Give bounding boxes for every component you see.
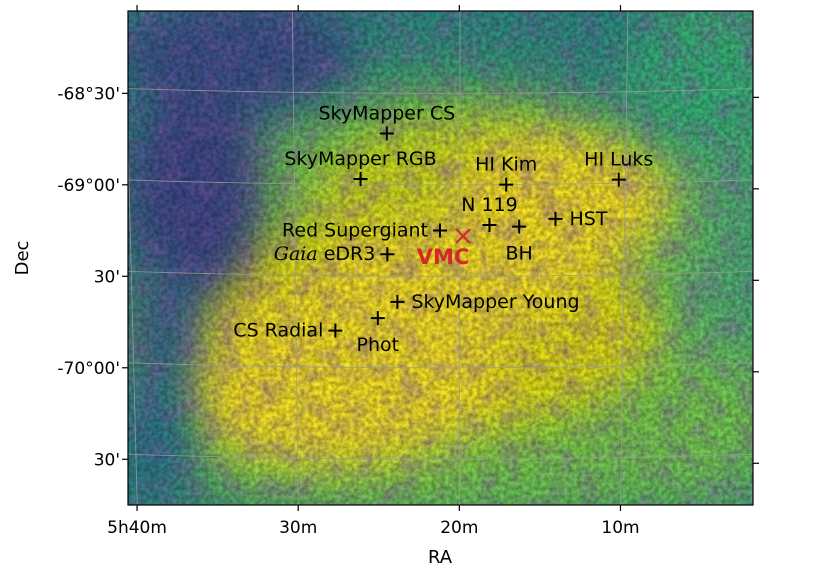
grid-parallel-3 bbox=[128, 362, 753, 369]
y-tick-label-2: 30' bbox=[94, 267, 120, 287]
marker-red-supergiant bbox=[433, 223, 447, 238]
label-hi-luks: HI Luks bbox=[584, 149, 653, 171]
label-n-119: N 119 bbox=[461, 194, 518, 216]
region-markers: SkyMapper CS SkyMapper RGB HI Kim HI Luks N … bbox=[233, 102, 653, 356]
label-skymapper-young: SkyMapper Young bbox=[411, 291, 579, 313]
marker-edr3 bbox=[380, 247, 395, 262]
x-tick-label-3: 10m bbox=[601, 518, 639, 538]
grid-parallel-1 bbox=[128, 179, 753, 186]
coordinate-grid bbox=[128, 11, 753, 505]
y-tick-label-1: -69°00' bbox=[57, 176, 120, 196]
marker-skymapper-young bbox=[390, 294, 405, 309]
y-tick-labels: -68°30' -69°00' 30' -70°00' 30' bbox=[57, 84, 120, 470]
label-hi-kim: HI Kim bbox=[475, 154, 537, 176]
label-red-supergiant: Red Supergiant bbox=[282, 220, 428, 242]
label-edr3: Gaia eDR3 bbox=[274, 243, 376, 265]
x-axis-label: RA bbox=[428, 547, 453, 568]
x-tick-label-1: 30m bbox=[279, 518, 317, 538]
grid-meridian-2 bbox=[458, 11, 461, 505]
grid-parallel-2 bbox=[128, 270, 753, 277]
label-bh: BH bbox=[505, 243, 532, 265]
label-cs-radial: CS Radial bbox=[233, 320, 323, 342]
marker-skymapper-rgb bbox=[353, 172, 368, 187]
marker-n-119 bbox=[482, 217, 497, 232]
marker-hi-kim bbox=[499, 177, 514, 192]
label-skymapper-rgb: SkyMapper RGB bbox=[284, 148, 436, 170]
x-tick-label-2: 20m bbox=[440, 518, 478, 538]
marker-bh bbox=[512, 219, 527, 234]
marker-vmc bbox=[455, 228, 471, 244]
axis-ticks bbox=[122, 5, 759, 511]
label-skymapper-cs: SkyMapper CS bbox=[319, 102, 456, 124]
label-vmc: VMC bbox=[417, 245, 470, 269]
grid-meridian-0 bbox=[128, 126, 138, 505]
marker-hst bbox=[548, 211, 563, 226]
marker-skymapper-cs bbox=[379, 126, 394, 141]
grid-meridian-3 bbox=[620, 11, 629, 505]
grid-meridian-1 bbox=[291, 11, 299, 505]
marker-cs-radial bbox=[328, 323, 343, 338]
y-tick-label-0: -68°30' bbox=[57, 84, 120, 104]
marker-phot bbox=[370, 311, 385, 326]
label-phot: Phot bbox=[357, 334, 400, 356]
x-tick-labels: 5h40m 30m 20m 10m bbox=[107, 518, 639, 538]
grid-parallel-4 bbox=[128, 453, 753, 460]
x-tick-label-0: 5h40m bbox=[107, 518, 167, 538]
plot-frame bbox=[127, 10, 754, 506]
y-axis-label: Dec bbox=[12, 241, 33, 276]
y-tick-label-3: -70°00' bbox=[57, 359, 120, 379]
marker-hi-luks bbox=[611, 172, 626, 187]
label-hst: HST bbox=[569, 208, 607, 230]
grid-parallel-0 bbox=[128, 88, 753, 94]
y-tick-label-4: 30' bbox=[94, 450, 120, 470]
